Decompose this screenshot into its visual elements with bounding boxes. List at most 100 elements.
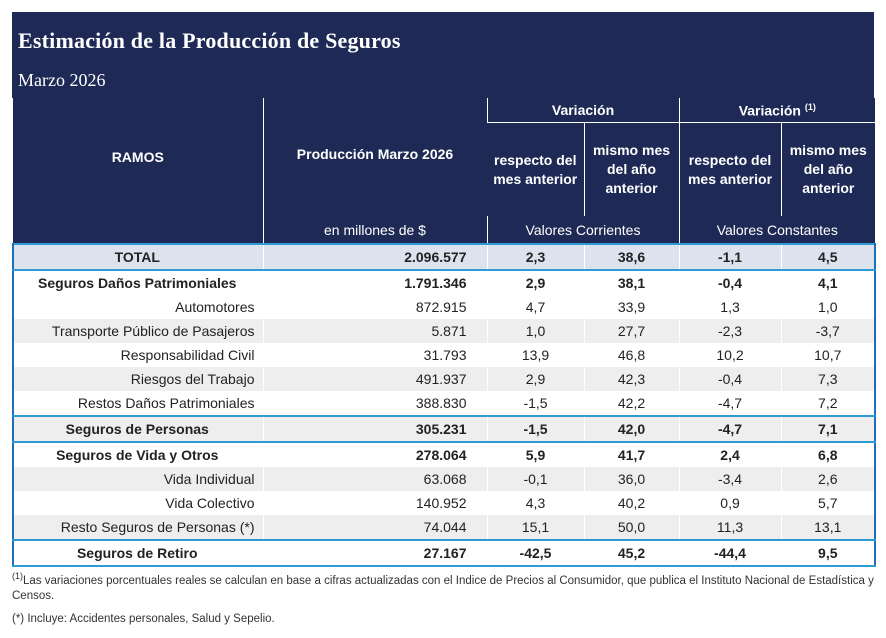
row-var-real-mes: 1,3: [678, 295, 782, 319]
footnote-1-marker: (1): [12, 571, 23, 581]
row-name: Seguros de Retiro: [12, 540, 263, 567]
col-valores-corrientes: Valores Corrientes: [486, 216, 680, 244]
table-row: Seguros de Retiro 27.167 -42,5 45,2 -44,…: [12, 540, 877, 567]
row-name: TOTAL: [12, 243, 263, 271]
col-variacion-real-label: Variación: [738, 102, 801, 119]
row-var-anio: 50,0: [583, 515, 680, 541]
row-produccion: 872.915: [262, 295, 487, 319]
row-produccion: 74.044: [262, 515, 487, 541]
row-name: Vida Colectivo: [12, 491, 263, 515]
footnote-1-text: Las variaciones porcentuales reales se c…: [12, 574, 874, 602]
row-var-mes: 4,3: [486, 491, 584, 515]
row-var-real-mes: -44,4: [678, 540, 782, 567]
col-valores-constantes: Valores Constantes: [678, 216, 876, 244]
row-var-real-anio: -3,7: [780, 319, 877, 343]
row-name: Automotores: [12, 295, 263, 319]
row-produccion: 5.871: [262, 319, 487, 343]
report-title: Estimación de la Producción de Seguros: [18, 28, 401, 53]
row-var-mes: -1,5: [486, 416, 584, 443]
row-var-real-anio: 4,1: [780, 270, 877, 295]
row-var-mes: 4,7: [486, 295, 584, 319]
row-produccion: 63.068: [262, 467, 487, 491]
col-ramos: RAMOS: [13, 98, 263, 216]
row-var-real-anio: 7,1: [780, 416, 877, 443]
row-produccion: 388.830: [262, 391, 487, 417]
row-var-real-mes: -4,7: [678, 416, 782, 443]
footnotes: (1)Las variaciones porcentuales reales s…: [12, 569, 874, 627]
row-var-real-anio: 7,2: [780, 391, 877, 417]
production-table: RAMOS Producción Marzo 2026 Variación Va…: [12, 98, 877, 567]
table-row: Vida Colectivo 140.952 4,3 40,2 0,9 5,7: [12, 491, 877, 515]
row-var-real-mes: -4,7: [678, 391, 782, 417]
report-header: Estimación de la Producción de Seguros M…: [12, 12, 874, 98]
row-var-anio: 42,2: [583, 391, 680, 417]
row-var-real-mes: 2,4: [678, 442, 782, 467]
row-var-mes: -42,5: [486, 540, 584, 567]
row-var-anio: 41,7: [583, 442, 680, 467]
row-var-anio: 40,2: [583, 491, 680, 515]
row-name: Seguros Daños Patrimoniales: [12, 270, 263, 295]
footnote-ref: (1): [804, 101, 816, 112]
col-variacion-label: Variación: [551, 102, 615, 118]
row-var-anio: 45,2: [583, 540, 680, 567]
table-row: Automotores 872.915 4,7 33,9 1,3 1,0: [12, 295, 877, 319]
row-produccion: 140.952: [262, 491, 487, 515]
row-var-mes: 1,0: [486, 319, 584, 343]
row-var-real-mes: 10,2: [678, 343, 782, 367]
row-var-mes: 5,9: [486, 442, 584, 467]
row-name: Seguros de Personas: [12, 416, 263, 443]
row-var-real-anio: 4,5: [780, 243, 877, 271]
table-row: Restos Daños Patrimoniales 388.830 -1,5 …: [12, 391, 877, 417]
row-var-real-anio: 10,7: [780, 343, 877, 367]
col-mismo-mes: mismo mes del año anterior: [583, 122, 680, 216]
footnote-2: (*) Incluye: Accidentes personales, Salu…: [12, 612, 275, 625]
row-var-anio: 42,0: [583, 416, 680, 443]
row-var-anio: 46,8: [583, 343, 680, 367]
row-var-anio: 38,1: [583, 270, 680, 295]
table-row: Riesgos del Trabajo 491.937 2,9 42,3 -0,…: [12, 367, 877, 391]
row-produccion: 27.167: [262, 540, 487, 567]
row-var-mes: -0,1: [486, 467, 584, 491]
row-name: Riesgos del Trabajo: [12, 367, 263, 391]
table-row: TOTAL 2.096.577 2,3 38,6 -1,1 4,5: [12, 243, 877, 271]
table-row: Seguros de Vida y Otros 278.064 5,9 41,7…: [12, 442, 877, 467]
col-resp-mes-anterior-real: respecto del mes anterior: [678, 122, 782, 216]
row-name: Restos Daños Patrimoniales: [12, 391, 263, 417]
row-var-real-mes: -1,1: [678, 243, 782, 271]
row-name: Transporte Público de Pasajeros: [12, 319, 263, 343]
row-var-mes: -1,5: [486, 391, 584, 417]
table-body: TOTAL 2.096.577 2,3 38,6 -1,1 4,5 Seguro…: [12, 243, 877, 567]
row-var-anio: 36,0: [583, 467, 680, 491]
row-produccion: 278.064: [262, 442, 487, 467]
footnote-1: (1)Las variaciones porcentuales reales s…: [12, 569, 874, 604]
row-produccion: 491.937: [262, 367, 487, 391]
row-var-real-anio: 7,3: [780, 367, 877, 391]
row-var-real-anio: 13,1: [780, 515, 877, 541]
table-row: Responsabilidad Civil 31.793 13,9 46,8 1…: [12, 343, 877, 367]
row-produccion: 305.231: [262, 416, 487, 443]
row-name: Seguros de Vida y Otros: [12, 442, 263, 467]
row-var-mes: 2,3: [486, 243, 584, 271]
row-var-mes: 13,9: [486, 343, 584, 367]
col-produccion: Producción Marzo 2026: [262, 98, 487, 216]
report: Estimación de la Producción de Seguros M…: [12, 12, 877, 627]
row-var-anio: 33,9: [583, 295, 680, 319]
row-var-anio: 27,7: [583, 319, 680, 343]
row-var-mes: 15,1: [486, 515, 584, 541]
row-var-real-mes: -3,4: [678, 467, 782, 491]
row-name: Vida Individual: [12, 467, 263, 491]
row-var-real-anio: 9,5: [780, 540, 877, 567]
col-mismo-mes-real: mismo mes del año anterior: [780, 122, 876, 216]
row-var-real-mes: 11,3: [678, 515, 782, 541]
table-row: Seguros Daños Patrimoniales 1.791.346 2,…: [12, 270, 877, 295]
col-resp-mes-anterior: respecto del mes anterior: [487, 122, 584, 216]
row-produccion: 2.096.577: [262, 243, 487, 271]
table-row: Transporte Público de Pasajeros 5.871 1,…: [12, 319, 877, 343]
row-var-anio: 38,6: [583, 243, 680, 271]
row-name: Responsabilidad Civil: [12, 343, 263, 367]
row-var-real-anio: 5,7: [780, 491, 877, 515]
row-produccion: 31.793: [262, 343, 487, 367]
row-produccion: 1.791.346: [262, 270, 487, 295]
row-name: Resto Seguros de Personas (*): [12, 515, 263, 541]
col-variacion: Variación: [486, 98, 680, 123]
